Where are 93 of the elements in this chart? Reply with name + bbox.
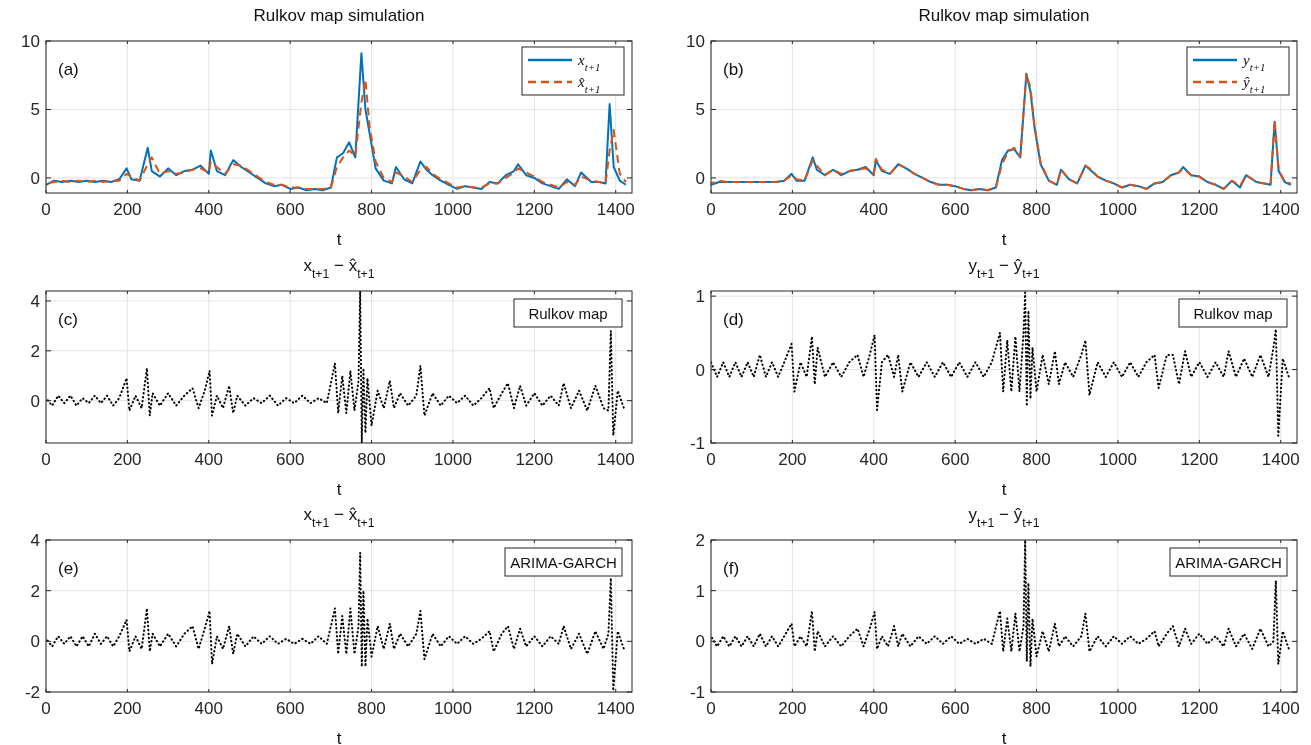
x-tick-label: 800 [1022,200,1051,219]
y-tick-label: 10 [686,32,705,51]
annotation: (e) [58,559,79,578]
x-tick-label: 600 [940,450,970,469]
y-tick-label: 1 [695,287,705,307]
x-tick-label: 1000 [434,699,472,718]
legend-label: x$_{t+1}$ [577,52,601,73]
annotation: ARIMA-GARCH [510,554,617,571]
line-series [711,540,1290,668]
x-tick-label: 200 [113,200,142,219]
line-series [46,551,625,692]
legend-label: y$_{t+1}$ [1241,52,1266,73]
chart-title: y$_{t+1}$ − ŷ$_{t+1}$ [968,505,1040,530]
x-axis-title: t [336,729,342,745]
y-tick-label: 1 [695,581,705,601]
x-axis-title: t [1001,729,1007,745]
x-tick-label: 200 [778,200,807,219]
x-tick-label: 1400 [596,699,635,718]
chart-title: y$_{t+1}$ − ŷ$_{t+1}$ [968,256,1040,281]
line-series [46,52,627,192]
x-tick-label: 1000 [1099,699,1137,718]
x-tick-label: 600 [275,450,305,469]
x-tick-label: 400 [859,450,888,469]
annotation: Rulkov map [528,305,608,322]
x-tick-label: 600 [275,200,305,219]
x-tick-label: 200 [113,699,142,718]
legend-label: ŷ$_{t+1}$ [1241,74,1266,95]
y-tick-label: 10 [21,32,40,51]
x-tick-label: 600 [940,699,970,718]
x-tick-label: 1000 [1099,450,1137,469]
annotation: (b) [723,60,744,79]
annotation: Rulkov map [1193,305,1273,322]
y-tick-label: 2 [30,341,40,361]
annotation: (a) [58,60,79,79]
x-tick-label: 800 [357,699,386,718]
y-tick-label: -1 [689,683,705,702]
x-tick-label: 400 [194,200,223,219]
chart-title: x$_{t+1}$ − x̂$_{t+1}$ [303,505,375,530]
x-tick-label: 1000 [434,200,472,219]
chart-title: Rulkov map simulation [918,6,1090,25]
y-tick-label: 0 [695,360,705,380]
x-tick-label: 1200 [515,200,554,219]
x-tick-label: 600 [275,699,305,718]
x-tick-label: 1200 [515,450,554,469]
x-tick-label: 1200 [515,699,554,718]
y-tick-label: 0 [695,632,705,652]
x-tick-label: 1400 [1261,699,1300,718]
y-tick-label: 0 [695,168,705,188]
y-tick-label: 4 [30,291,40,311]
y-tick-label: 2 [695,531,705,550]
line-series [711,291,1290,437]
x-tick-label: 800 [357,450,386,469]
y-tick-label: 2 [30,581,40,601]
x-tick-label: 800 [1022,699,1051,718]
annotation: (f) [723,559,740,578]
x-tick-label: 400 [859,699,888,718]
y-tick-label: -1 [689,434,705,453]
annotation: ARIMA-GARCH [1175,554,1282,571]
chart-title: Rulkov map simulation [253,6,425,25]
x-tick-label: 200 [778,699,807,718]
x-tick-label: 400 [194,450,223,469]
y-tick-label: 0 [30,391,40,411]
y-tick-label: 5 [695,100,705,120]
x-tick-label: 1000 [434,450,472,469]
x-tick-label: 200 [113,450,142,469]
x-axis-title: t [336,480,342,499]
x-tick-label: 1400 [596,200,635,219]
x-tick-label: 1400 [596,450,635,469]
x-tick-label: 1200 [1180,699,1219,718]
y-tick-label: 5 [30,100,40,120]
x-axis-title: t [1001,480,1007,499]
line-series [46,291,625,443]
y-tick-label: 4 [30,531,40,550]
x-axis-title: t [1001,230,1007,249]
x-axis-title: t [336,230,342,249]
x-tick-label: 1200 [1180,450,1219,469]
chart-title: x$_{t+1}$ − x̂$_{t+1}$ [303,256,375,281]
x-tick-label: 200 [778,450,807,469]
x-tick-label: 1400 [1261,450,1300,469]
y-tick-label: 0 [30,632,40,652]
x-tick-label: 1400 [1261,200,1300,219]
y-tick-label: -2 [24,683,40,702]
y-tick-label: 0 [30,168,40,188]
x-tick-label: 1000 [1099,200,1137,219]
x-tick-label: 800 [1022,450,1051,469]
legend-label: x̂$_{t+1}$ [577,74,601,95]
x-tick-label: 400 [194,699,223,718]
x-tick-label: 400 [859,200,888,219]
annotation: (d) [723,310,744,329]
x-tick-label: 800 [357,200,386,219]
x-tick-label: 600 [940,200,970,219]
annotation: (c) [58,310,78,329]
x-tick-label: 1200 [1180,200,1219,219]
